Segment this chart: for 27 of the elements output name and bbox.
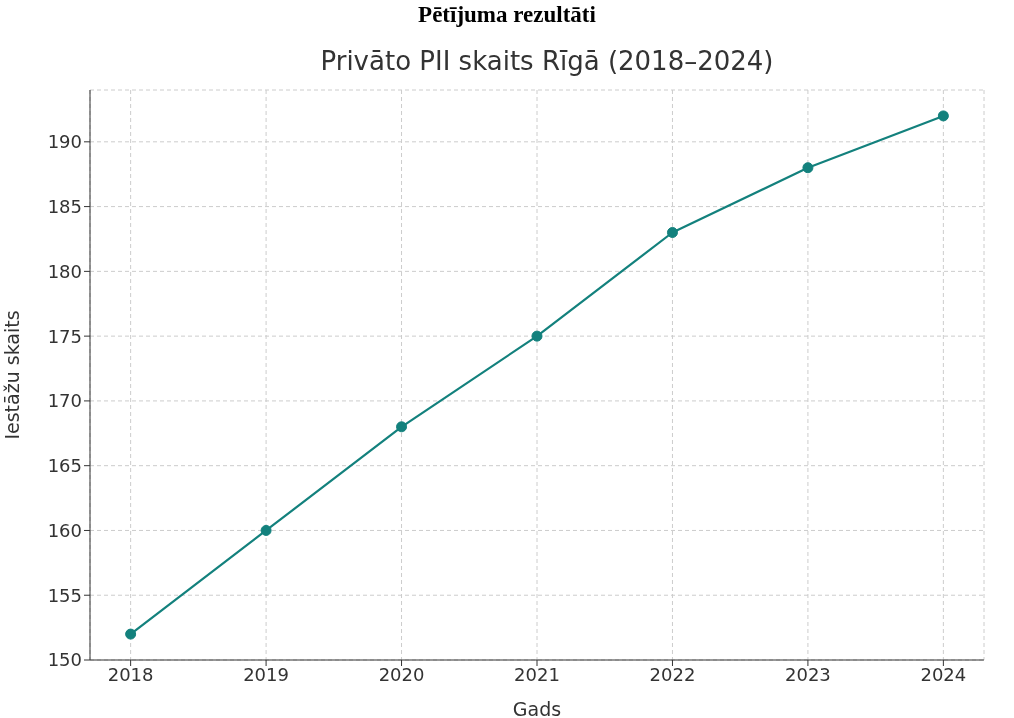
y-axis-title: Iestāžu skaits: [0, 310, 23, 440]
x-tick-label: 2021: [514, 663, 560, 685]
y-tick-label: 160: [47, 519, 82, 541]
point: [666, 227, 678, 238]
chart-title: Pētījuma rezultāti: [417, 2, 597, 28]
y-tick-label: 175: [47, 325, 82, 347]
y-tick-label: 150: [47, 649, 82, 671]
y-tick-label: 190: [47, 131, 82, 153]
x-tick-label: 2023: [785, 663, 831, 685]
point: [937, 110, 949, 122]
x-axis-title: Gads: [512, 698, 562, 718]
x-tick-label: 2024: [920, 663, 967, 685]
y-tick-label: 185: [47, 195, 82, 217]
x-tick-label: 2019: [243, 663, 289, 685]
y-tick-label: 170: [47, 390, 82, 412]
x-tick-label: 2020: [378, 663, 425, 685]
y-tick-label: 180: [47, 260, 82, 282]
chart-subtitle: Privāto PII skaits Rīgā (2018–2024): [319, 46, 775, 76]
point: [125, 628, 137, 640]
point: [396, 421, 408, 433]
x-tick-label: 2022: [649, 663, 696, 685]
point: [260, 524, 272, 536]
x-tick-label: 2018: [107, 663, 154, 685]
y-tick-label: 165: [47, 455, 82, 477]
y-tick-label: 155: [47, 584, 82, 606]
point: [531, 330, 543, 342]
point: [802, 162, 814, 174]
